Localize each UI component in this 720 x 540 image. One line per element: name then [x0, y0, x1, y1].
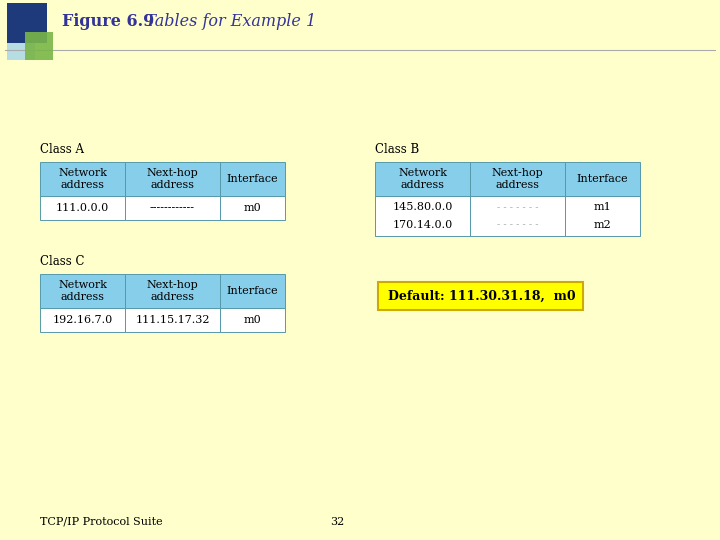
- Bar: [565, 162, 640, 196]
- Text: Next-hop
address: Next-hop address: [147, 280, 199, 302]
- Bar: [378, 282, 583, 310]
- Bar: [375, 196, 470, 236]
- Text: Default: 111.30.31.18,  m0: Default: 111.30.31.18, m0: [388, 289, 575, 302]
- Text: Interface: Interface: [227, 174, 279, 184]
- Text: Network
address: Network address: [58, 280, 107, 302]
- Bar: [7, 32, 35, 60]
- Text: Interface: Interface: [577, 174, 629, 184]
- Bar: [40, 308, 125, 332]
- Text: Next-hop
address: Next-hop address: [147, 168, 199, 190]
- Bar: [125, 162, 220, 196]
- Bar: [125, 274, 220, 308]
- Text: 192.16.7.0: 192.16.7.0: [53, 315, 112, 325]
- Bar: [220, 196, 285, 220]
- Text: m0: m0: [243, 203, 261, 213]
- Bar: [470, 196, 565, 236]
- Text: Network
address: Network address: [398, 168, 447, 190]
- Bar: [40, 274, 125, 308]
- Text: m2: m2: [593, 220, 611, 230]
- Bar: [220, 162, 285, 196]
- Text: m0: m0: [243, 315, 261, 325]
- Bar: [125, 196, 220, 220]
- Text: Interface: Interface: [227, 286, 279, 296]
- Bar: [220, 274, 285, 308]
- Text: Class A: Class A: [40, 143, 84, 156]
- Text: 111.15.17.32: 111.15.17.32: [135, 315, 210, 325]
- Bar: [565, 196, 640, 236]
- Text: Figure 6.9: Figure 6.9: [62, 14, 154, 30]
- Text: 32: 32: [330, 517, 344, 527]
- Text: Class B: Class B: [375, 143, 419, 156]
- Text: - - - - - - -: - - - - - - -: [497, 220, 539, 230]
- Bar: [25, 32, 53, 60]
- Bar: [40, 196, 125, 220]
- Text: ------------: ------------: [150, 203, 195, 213]
- Text: m1: m1: [593, 202, 611, 212]
- Text: Tables for Example 1: Tables for Example 1: [130, 14, 316, 30]
- Text: - - - - - - -: - - - - - - -: [497, 202, 539, 212]
- Text: Next-hop
address: Next-hop address: [492, 168, 544, 190]
- Text: 111.0.0.0: 111.0.0.0: [56, 203, 109, 213]
- Text: 145.80.0.0: 145.80.0.0: [392, 202, 453, 212]
- Text: Class C: Class C: [40, 255, 84, 268]
- Text: 170.14.0.0: 170.14.0.0: [392, 220, 453, 230]
- Text: TCP/IP Protocol Suite: TCP/IP Protocol Suite: [40, 517, 163, 527]
- Bar: [220, 308, 285, 332]
- Bar: [125, 308, 220, 332]
- Bar: [40, 162, 125, 196]
- Bar: [375, 162, 470, 196]
- Text: Network
address: Network address: [58, 168, 107, 190]
- Bar: [7, 3, 47, 43]
- Bar: [470, 162, 565, 196]
